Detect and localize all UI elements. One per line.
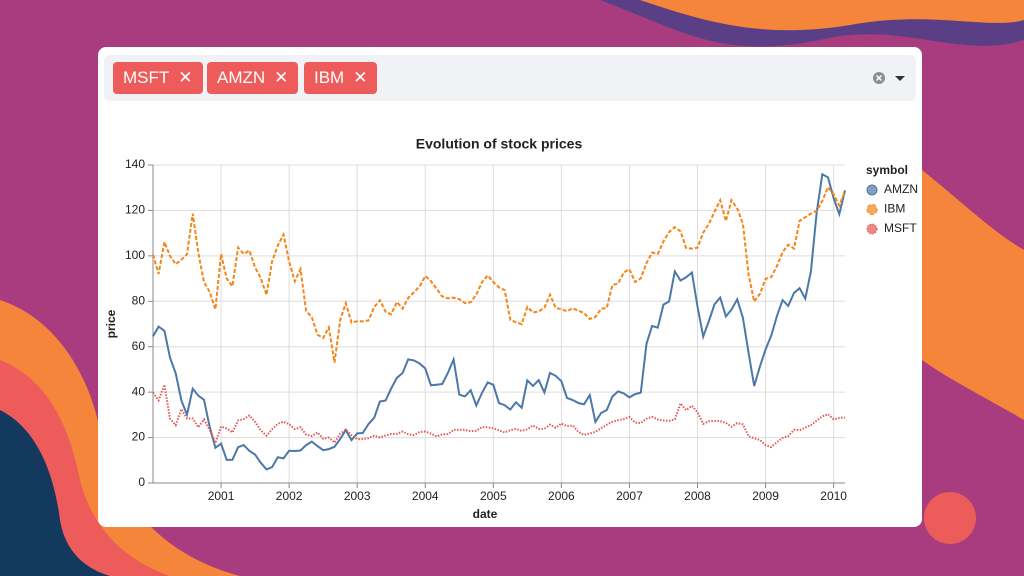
legend-label: MSFT — [884, 221, 917, 235]
remove-icon[interactable]: ✕ — [353, 68, 368, 87]
tag[interactable]: AMZN ✕ — [207, 62, 299, 94]
y-tick-label: 60 — [132, 339, 146, 353]
chart-title: Evolution of stock prices — [416, 136, 583, 152]
legend-label: IBM — [884, 202, 905, 216]
x-tick-label: 2006 — [548, 489, 575, 503]
tag[interactable]: IBM ✕ — [304, 62, 378, 94]
y-tick-label: 100 — [125, 248, 145, 262]
tag-label: IBM — [314, 68, 345, 87]
x-axis-label: date — [473, 507, 498, 521]
blob — [924, 492, 976, 544]
clear-icon — [875, 74, 883, 82]
wave — [640, 0, 1024, 31]
tag-label: AMZN — [217, 68, 266, 87]
y-tick-label: 0 — [138, 475, 145, 489]
series-line — [152, 185, 846, 363]
legend-title: symbol — [866, 163, 908, 177]
tag-label: MSFT — [123, 68, 170, 87]
x-tick-label: 2003 — [344, 489, 371, 503]
legend-label: AMZN — [884, 182, 918, 196]
x-tick-label: 2010 — [820, 489, 847, 503]
wave — [0, 410, 110, 576]
wave — [922, 170, 1024, 420]
dropdown-arrow[interactable] — [895, 76, 905, 81]
series-line — [152, 380, 846, 449]
x-tick-label: 2001 — [208, 489, 235, 503]
chart: Evolution of stock prices date price sym… — [104, 136, 918, 521]
tag[interactable]: MSFT ✕ — [113, 62, 203, 94]
x-tick-label: 2004 — [412, 489, 439, 503]
y-tick-label: 80 — [132, 293, 146, 307]
x-tick-label: 2005 — [480, 489, 507, 503]
app-card: MSFT ✕ AMZN ✕ IBM ✕ Evolution of stock pric… — [98, 47, 922, 527]
legend-marker — [866, 223, 878, 235]
y-axis-label: price — [104, 309, 118, 338]
legend-marker — [866, 204, 878, 215]
y-tick-label: 20 — [132, 430, 146, 444]
remove-icon[interactable]: ✕ — [178, 68, 193, 87]
y-tick-label: 120 — [125, 203, 145, 217]
x-tick-label: 2007 — [616, 489, 643, 503]
remove-icon[interactable]: ✕ — [274, 68, 289, 87]
legend-marker — [866, 184, 878, 196]
controls — [873, 72, 905, 84]
x-tick-label: 2008 — [684, 489, 711, 503]
x-tick-label: 2009 — [752, 489, 779, 503]
series-line — [152, 172, 846, 471]
multiselect[interactable]: MSFT ✕ AMZN ✕ IBM ✕ — [104, 55, 916, 101]
y-tick-label: 40 — [132, 384, 146, 398]
x-tick-label: 2002 — [276, 489, 303, 503]
y-tick-label: 140 — [125, 157, 145, 171]
